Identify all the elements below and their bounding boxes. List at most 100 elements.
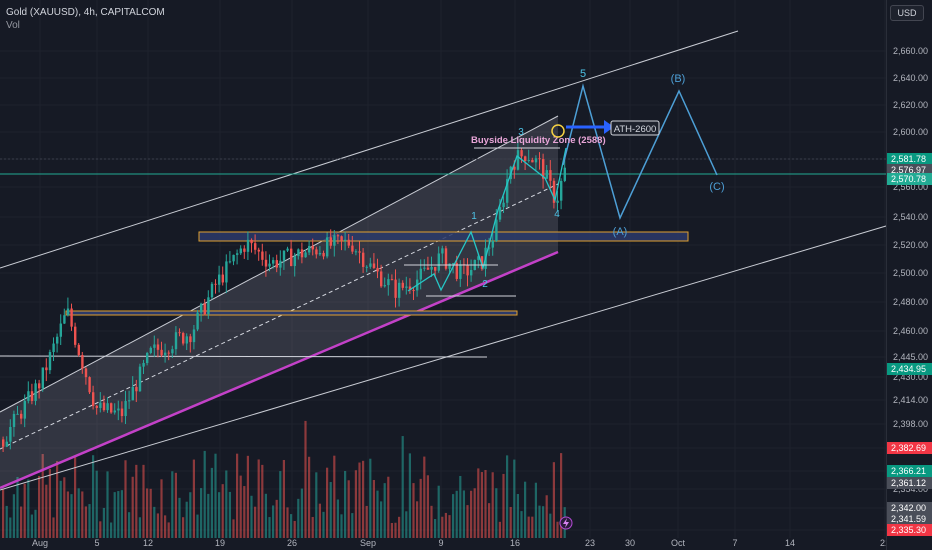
demand-zone-lower <box>65 310 518 316</box>
volume-bar <box>502 473 505 538</box>
candlesticks <box>2 141 566 452</box>
volume-bar <box>257 459 260 538</box>
volume-bar <box>390 522 393 538</box>
correction-label: (A) <box>613 226 628 238</box>
candle-body <box>149 347 152 353</box>
price-axis[interactable]: 2,660.002,640.002,620.002,600.002,580.00… <box>886 0 932 550</box>
candle-body <box>448 263 451 269</box>
volume-bar <box>203 450 206 538</box>
volume-bar <box>545 495 548 538</box>
candle-body <box>171 349 174 354</box>
candle-body <box>527 160 530 162</box>
candle-body <box>88 377 91 393</box>
candle-body <box>9 426 12 442</box>
volume-bar <box>232 519 235 538</box>
candle-body <box>498 207 502 220</box>
volume-bar <box>228 491 231 538</box>
time-tick-label: 12 <box>143 538 153 548</box>
volume-bar <box>326 467 329 538</box>
volume-bar <box>462 490 465 538</box>
candle-body <box>394 279 397 298</box>
price-badge-label: 2,342.00 <box>891 503 926 513</box>
time-tick-label: 19 <box>215 538 225 548</box>
volume-bar <box>92 455 95 538</box>
candle-body <box>23 400 26 419</box>
volume-bar <box>286 507 289 538</box>
candle-body <box>466 264 469 276</box>
volume-bar <box>513 459 516 538</box>
candle-body <box>120 408 124 417</box>
volume-bar <box>365 505 368 538</box>
volume-bar <box>146 488 149 538</box>
volume-bar <box>549 513 552 538</box>
candle-body <box>153 344 156 348</box>
volume-bar <box>509 506 512 538</box>
wave-label: 5 <box>580 68 586 80</box>
candle-body <box>290 248 293 267</box>
candle-body <box>549 170 552 181</box>
candle-body <box>30 391 34 401</box>
volume-bar <box>430 505 433 538</box>
candle-body <box>257 249 260 252</box>
time-tick-label: 21 <box>880 538 890 548</box>
candle-body <box>344 239 347 241</box>
candle-body <box>480 256 484 269</box>
wave-label: 2 <box>482 279 488 290</box>
volume-bar <box>282 459 285 538</box>
correction-label: (C) <box>709 181 724 193</box>
volume-bar <box>344 470 347 538</box>
candle-body <box>106 403 109 411</box>
candle-body <box>516 150 520 170</box>
volume-bar <box>5 505 8 538</box>
candle-body <box>16 413 19 415</box>
candle-body <box>308 246 311 253</box>
currency-badge[interactable]: USD <box>890 5 924 21</box>
volume-bar <box>16 476 19 538</box>
candle-body <box>534 158 538 163</box>
volume-bar <box>66 491 69 538</box>
volume-bar <box>48 468 51 538</box>
candle-body <box>401 282 404 288</box>
volume-bar <box>9 517 12 538</box>
candle-body <box>380 271 383 287</box>
candle-body <box>41 367 44 389</box>
volume-bar <box>189 492 192 538</box>
candle-body <box>52 343 55 353</box>
volume-bar <box>405 511 408 538</box>
volume-bar <box>264 493 267 538</box>
ath-label: ATH-2600 <box>614 124 657 135</box>
candle-body <box>347 239 350 246</box>
price-badge-label: 2,382.69 <box>891 443 926 453</box>
candle-body <box>138 366 142 392</box>
candle-body <box>362 252 365 267</box>
volume-bar <box>412 483 415 538</box>
volume-bar <box>275 499 278 538</box>
candle-body <box>142 363 145 367</box>
candle-body <box>192 329 196 343</box>
volume-bar <box>304 420 307 538</box>
volume-bar <box>322 511 325 538</box>
candle-body <box>434 266 437 271</box>
candle-body <box>315 249 318 255</box>
liquidity-circle-icon <box>551 124 565 138</box>
volume-bar <box>56 461 59 538</box>
candle-body <box>369 263 372 267</box>
candle-body <box>221 274 224 283</box>
volume-bar <box>254 506 257 538</box>
volume-bar <box>495 488 498 538</box>
volume-bar <box>225 470 228 538</box>
outer-channel-upper <box>0 30 739 269</box>
volume-bar <box>131 476 134 538</box>
candle-body <box>506 179 509 203</box>
price-badge-label: 2,581.78 <box>891 154 926 164</box>
volume-bar <box>196 514 199 538</box>
candle-body <box>77 344 80 356</box>
volume-bar <box>362 460 365 538</box>
candle-body <box>477 256 480 260</box>
candle-body <box>59 323 62 337</box>
volume-bar <box>318 503 321 538</box>
candle-body <box>275 260 278 268</box>
volume-bar <box>416 501 419 538</box>
ath-label-box <box>610 120 660 136</box>
